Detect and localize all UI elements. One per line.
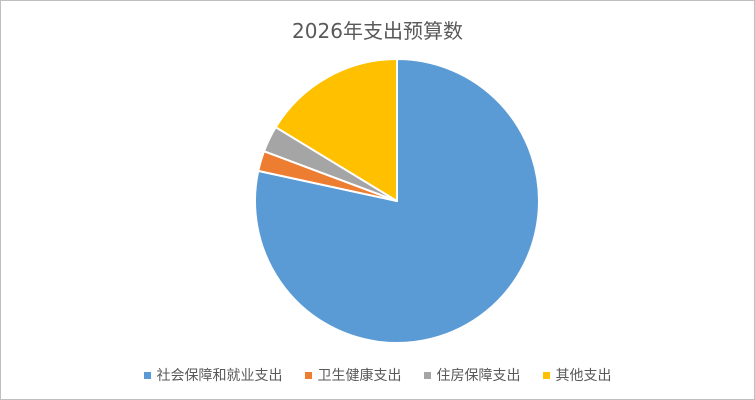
legend-swatch [304, 371, 312, 379]
legend-item: 其他支出 [542, 365, 612, 385]
legend-item: 卫生健康支出 [304, 365, 402, 385]
legend-swatch [542, 371, 550, 379]
legend-label: 社会保障和就业支出 [156, 368, 283, 384]
legend-swatch [143, 371, 151, 379]
legend-item: 住房保障支出 [423, 365, 521, 385]
legend-label: 其他支出 [555, 368, 612, 384]
pie-slice-1 [254, 58, 540, 344]
legend: 社会保障和就业支出 卫生健康支出 住房保障支出 其他支出 [1, 365, 754, 385]
legend-label: 卫生健康支出 [317, 368, 402, 384]
legend-label: 住房保障支出 [436, 368, 521, 384]
legend-item: 社会保障和就业支出 [143, 365, 283, 385]
legend-swatch [423, 371, 431, 379]
pie-slice-4 [274, 58, 398, 202]
chart-title: 2026年支出预算数 [292, 19, 463, 43]
